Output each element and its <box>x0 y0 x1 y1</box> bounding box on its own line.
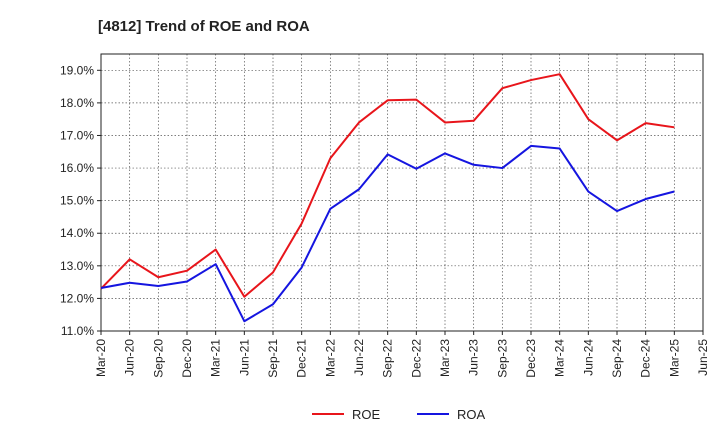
x-tick-label: Jun-21 <box>237 339 251 376</box>
legend: ROE ROA <box>312 407 486 422</box>
grid <box>101 54 703 332</box>
x-tick-label: Jun-24 <box>581 339 595 376</box>
x-tick-label: Jun-25 <box>696 339 710 376</box>
x-tick-label: Dec-21 <box>295 339 309 378</box>
x-tick-label: Jun-22 <box>352 339 366 376</box>
y-tick-label: 17.0% <box>60 128 94 142</box>
y-tick-label: 12.0% <box>60 291 94 305</box>
x-tick-label: Mar-22 <box>323 339 337 377</box>
y-tick-label: 19.0% <box>60 63 94 77</box>
plot-area-border <box>100 53 704 332</box>
y-tick-label: 13.0% <box>60 259 94 273</box>
y-tick-label: 14.0% <box>60 226 94 240</box>
legend-label-roa: ROA <box>457 407 486 422</box>
x-tick-label: Mar-21 <box>209 339 223 377</box>
series-line-roa <box>100 144 675 323</box>
y-tick-label: 11.0% <box>61 324 94 338</box>
series <box>100 73 675 323</box>
x-tick-label: Mar-25 <box>667 339 681 377</box>
chart-title: [4812] Trend of ROE and ROA <box>98 18 310 35</box>
x-tick-label: Dec-24 <box>639 339 653 378</box>
x-tick-label: Mar-24 <box>553 339 567 377</box>
x-tick-label: Mar-20 <box>94 339 108 377</box>
y-axis: 11.0% 12.0% 13.0% 14.0% 15.0% 16.0% 17.0% 18.0%… <box>60 63 101 338</box>
x-axis: Mar-20 Jun-20 Sep-20 Dec-20 Mar-21 Jun-21 Sep-… <box>94 331 710 378</box>
x-tick-label: Sep-21 <box>266 339 280 378</box>
y-tick-label: 15.0% <box>60 194 94 208</box>
y-tick-label: 16.0% <box>60 161 94 175</box>
x-tick-label: Sep-22 <box>381 339 395 378</box>
x-tick-label: Dec-22 <box>409 339 423 378</box>
x-tick-label: Sep-23 <box>495 339 509 378</box>
x-tick-label: Dec-20 <box>180 339 194 378</box>
series-line-roe <box>100 73 675 298</box>
x-tick-label: Sep-20 <box>151 339 165 378</box>
x-tick-label: Sep-24 <box>610 339 624 378</box>
x-tick-label: Dec-23 <box>524 339 538 378</box>
x-tick-label: Jun-20 <box>123 339 137 376</box>
y-tick-label: 18.0% <box>60 96 94 110</box>
x-tick-label: Jun-23 <box>467 339 481 376</box>
legend-label-roe: ROE <box>352 407 381 422</box>
x-tick-label: Mar-23 <box>438 339 452 377</box>
